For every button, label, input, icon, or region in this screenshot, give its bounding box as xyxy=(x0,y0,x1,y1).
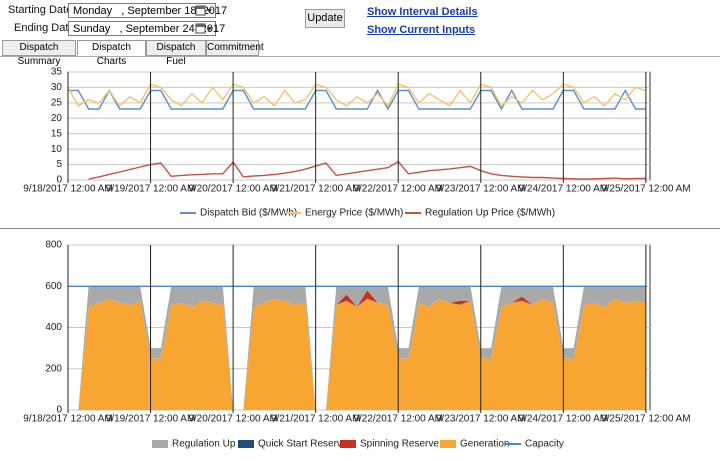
tab[interactable]: Dispatch Summary xyxy=(2,40,76,67)
stacked-area xyxy=(68,298,646,410)
x-tick-label: 9/18/2017 12:00 AM xyxy=(23,414,113,425)
x-tick-label: 9/23/2017 12:00 AM xyxy=(436,414,526,425)
legend-swatch xyxy=(340,440,356,448)
ending-date-field[interactable]: Sunday , September 24, 2017 xyxy=(68,21,225,36)
y-tick-label: 400 xyxy=(45,322,62,333)
series-line xyxy=(67,83,647,108)
calendar-icon[interactable] xyxy=(195,23,213,34)
x-tick-label: 9/23/2017 12:00 AM xyxy=(436,184,526,195)
y-tick-label: 25 xyxy=(51,97,63,108)
y-tick-label: 600 xyxy=(45,281,62,292)
y-tick-label: 20 xyxy=(51,113,63,124)
x-tick-label: 9/18/2017 12:00 AM xyxy=(23,184,113,195)
legend-label: Spinning Reserve xyxy=(360,439,439,450)
y-tick-label: 200 xyxy=(45,363,62,374)
x-tick-label: 9/24/2017 12:00 AM xyxy=(519,414,609,425)
panel-border xyxy=(0,56,720,57)
legend-label: Energy Price ($/MWh) xyxy=(305,208,403,219)
starting-date-label: Starting Date: xyxy=(8,4,76,16)
y-tick-label: 10 xyxy=(51,144,63,155)
series-line xyxy=(68,89,646,111)
tab[interactable]: Commitment xyxy=(206,40,264,56)
x-tick-label: 9/25/2017 12:00 AM xyxy=(601,184,691,195)
legend-swatch xyxy=(440,440,456,448)
legend-label: Regulation Up Price ($/MWh) xyxy=(425,208,555,219)
legend-swatch xyxy=(152,440,168,448)
x-tick-label: 9/20/2017 12:00 AM xyxy=(188,184,278,195)
y-tick-label: 0 xyxy=(56,175,62,186)
link[interactable]: Show Current Inputs xyxy=(367,24,476,36)
plot-area xyxy=(67,71,651,181)
x-tick-label: 9/22/2017 12:00 AM xyxy=(353,184,443,195)
starting-date-field[interactable]: Monday , September 18, 2017 xyxy=(68,3,227,18)
y-tick-label: 0 xyxy=(56,405,62,416)
y-tick-label: 15 xyxy=(51,128,63,139)
stacked-area xyxy=(68,290,646,410)
tab[interactable]: Dispatch Fuel xyxy=(146,40,206,67)
link[interactable]: Show Interval Details xyxy=(367,6,478,18)
x-tick-label: 9/22/2017 12:00 AM xyxy=(353,414,443,425)
x-tick-label: 9/21/2017 12:00 AM xyxy=(271,184,361,195)
stacked-area xyxy=(68,286,646,410)
calendar-icon[interactable] xyxy=(195,5,213,16)
y-tick-label: 5 xyxy=(56,159,62,170)
legend-label: Capacity xyxy=(525,439,564,450)
x-tick-label: 9/19/2017 12:00 AM xyxy=(106,414,196,425)
legend-label: Regulation Up xyxy=(172,439,236,450)
x-tick-label: 9/20/2017 12:00 AM xyxy=(188,414,278,425)
splitter xyxy=(0,228,720,229)
ending-date-text: Sunday , September 24, 2017 xyxy=(73,23,226,35)
update-button[interactable]: Update xyxy=(305,9,345,28)
legend-label: Quick Start Reserve xyxy=(258,439,348,450)
x-tick-label: 9/21/2017 12:00 AM xyxy=(271,414,361,425)
series-layer xyxy=(68,285,646,410)
ending-date-label: Ending Date: xyxy=(14,22,78,34)
series-line xyxy=(88,160,646,180)
legend-swatch xyxy=(238,440,254,448)
x-tick-label: 9/19/2017 12:00 AM xyxy=(106,184,196,195)
legend-label: Dispatch Bid ($/MWh) xyxy=(200,208,297,219)
tab[interactable]: Dispatch Charts xyxy=(77,40,146,67)
plot-area xyxy=(67,244,651,411)
series-layer xyxy=(67,83,647,180)
y-tick-label: 800 xyxy=(45,240,62,251)
stacked-area xyxy=(68,290,646,410)
x-tick-label: 9/24/2017 12:00 AM xyxy=(519,184,609,195)
legend-label: Generation xyxy=(460,439,509,450)
y-tick-label: 30 xyxy=(51,82,63,93)
x-tick-label: 9/25/2017 12:00 AM xyxy=(601,414,691,425)
